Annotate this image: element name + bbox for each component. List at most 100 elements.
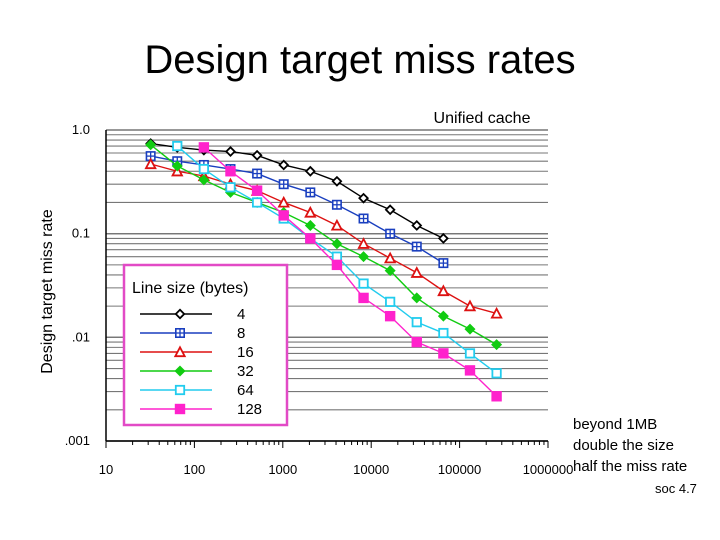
data-point	[384, 265, 396, 277]
marker-shape	[491, 339, 503, 351]
data-point	[437, 310, 449, 322]
data-point	[251, 185, 263, 196]
data-point	[331, 251, 343, 262]
data-point	[411, 292, 423, 304]
x-tick-label: 1000000	[523, 462, 574, 477]
x-tick-label: 100	[184, 462, 206, 477]
marker-shape	[171, 160, 183, 172]
marker-shape	[278, 210, 289, 221]
marker-shape	[331, 238, 343, 250]
data-point	[305, 233, 316, 244]
marker-shape	[174, 308, 186, 320]
data-point	[385, 296, 396, 307]
data-point	[198, 174, 210, 186]
marker-shape	[411, 219, 423, 231]
legend-entry: 32	[140, 363, 254, 380]
data-point	[331, 199, 342, 210]
marker-shape	[198, 163, 209, 175]
marker-shape	[304, 219, 316, 231]
marker-shape	[331, 175, 343, 187]
marker-shape	[198, 174, 210, 186]
data-point	[252, 168, 263, 179]
marker-shape	[464, 365, 476, 376]
data-point	[410, 266, 423, 278]
marker-shape	[277, 195, 290, 208]
marker-shape	[331, 259, 343, 271]
marker-shape	[411, 292, 423, 304]
data-point	[144, 157, 157, 170]
data-point	[331, 238, 343, 250]
series-line	[150, 163, 497, 315]
marker-shape	[172, 140, 183, 152]
x-tick-label: 10	[99, 462, 113, 477]
legend: Line size (bytes) 4 8 16 32 64 128	[122, 263, 289, 427]
legend-entry: 4	[140, 306, 245, 323]
marker-shape	[330, 218, 344, 231]
legend-marker	[174, 403, 186, 415]
marker-shape	[438, 327, 449, 339]
marker-shape	[385, 296, 396, 307]
legend-label: 16	[237, 344, 254, 361]
legend-marker	[174, 384, 186, 396]
data-point	[304, 205, 317, 218]
data-point	[358, 278, 369, 289]
legend-entry: 16	[140, 344, 254, 361]
chart-labels: 10 100 1000 10000 100000 1000000 .001 .01 0.1 1.0…	[39, 110, 573, 477]
data-point	[384, 204, 396, 216]
marker-shape	[198, 142, 210, 153]
data-point	[330, 218, 344, 231]
data-point	[358, 292, 369, 304]
marker-shape	[225, 182, 236, 193]
data-point	[304, 165, 316, 177]
data-point	[464, 365, 476, 376]
data-point	[251, 149, 263, 161]
data-point	[278, 210, 289, 221]
series-group	[144, 138, 503, 402]
marker-shape	[491, 391, 502, 402]
data-point	[491, 368, 502, 379]
series-line	[150, 155, 444, 264]
slide-title: Design target miss rates	[144, 38, 576, 82]
data-point	[437, 232, 449, 244]
data-point	[490, 306, 503, 319]
data-point	[172, 140, 183, 152]
legend-marker	[174, 365, 186, 377]
marker-shape	[384, 204, 396, 216]
marker-shape	[278, 159, 290, 171]
marker-shape	[174, 403, 186, 415]
marker-shape	[358, 292, 369, 304]
data-point	[411, 241, 422, 252]
data-point	[198, 142, 210, 153]
data-point	[384, 310, 396, 322]
data-point	[225, 182, 236, 193]
data-point	[438, 258, 449, 269]
slide-footer: soc 4.7	[655, 481, 697, 496]
note-line: beyond 1MB	[573, 416, 658, 433]
y-tick-label: .001	[65, 433, 90, 448]
marker-shape	[358, 192, 370, 204]
chart-title: Unified cache	[434, 110, 531, 127]
x-tick-label: 10000	[353, 462, 389, 477]
data-point	[464, 323, 476, 335]
marker-shape	[357, 237, 370, 249]
marker-shape	[383, 251, 397, 264]
data-point	[491, 391, 502, 402]
marker-shape	[464, 348, 476, 359]
data-point	[463, 299, 477, 312]
marker-shape	[225, 166, 236, 177]
legend-entry: 8	[140, 325, 245, 342]
data-point	[304, 219, 316, 231]
marker-shape	[438, 348, 449, 359]
marker-shape	[463, 299, 477, 312]
series-128	[198, 142, 502, 402]
legend-label: 32	[237, 363, 254, 380]
legend-marker	[174, 308, 186, 320]
data-point	[225, 146, 236, 157]
marker-shape	[174, 365, 186, 377]
data-point	[438, 327, 449, 339]
marker-shape	[304, 205, 317, 218]
marker-shape	[384, 310, 396, 322]
marker-shape	[411, 317, 422, 328]
marker-shape	[251, 185, 263, 196]
